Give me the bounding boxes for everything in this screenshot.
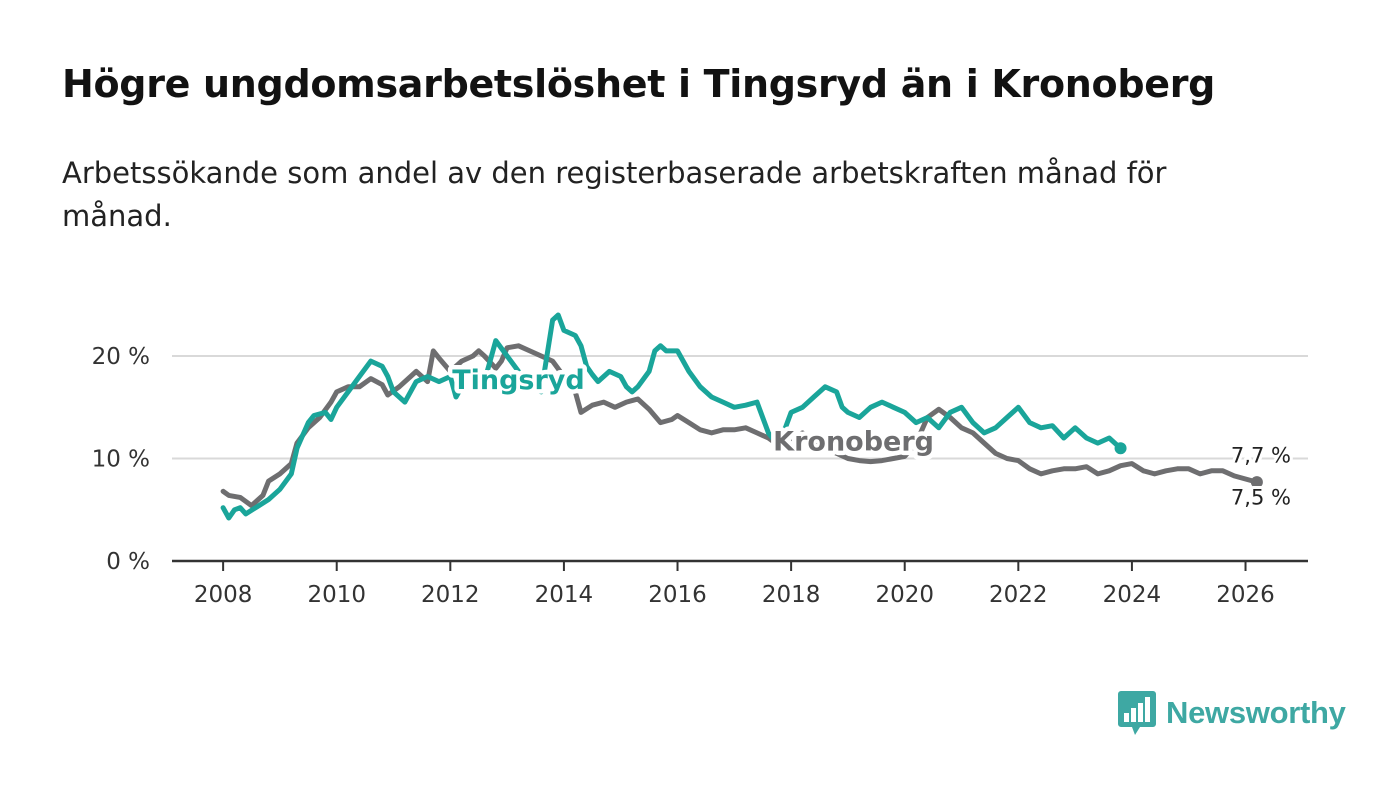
x-tick-label: 2018 <box>762 582 821 608</box>
x-tick-label: 2008 <box>194 582 253 608</box>
end-point-tingsryd <box>1114 442 1127 455</box>
x-tick-label: 2020 <box>875 582 934 608</box>
x-tick-label: 2010 <box>307 582 366 608</box>
x-tick-label: 2014 <box>535 582 594 608</box>
x-tick-label: 2026 <box>1216 582 1275 608</box>
end-label-tingsryd: 7,5 % <box>1231 486 1291 510</box>
series-label-tingsryd: Tingsryd <box>452 365 585 396</box>
bar-chart-icon <box>1118 691 1156 735</box>
chart-title: Högre ungdomsarbetslöshet i Tingsryd än … <box>62 62 1216 106</box>
x-tick-label: 2016 <box>648 582 707 608</box>
x-tick-label: 2012 <box>421 582 480 608</box>
series-line-tingsryd <box>220 312 1124 521</box>
y-tick-label: 0 % <box>106 549 150 575</box>
x-tick-label: 2022 <box>989 582 1048 608</box>
series <box>220 312 1263 521</box>
grid <box>172 355 1308 460</box>
y-tick-label: 10 % <box>92 447 150 473</box>
y-axis: 0 % 10 % 20 % <box>92 344 150 575</box>
series-labels: Kronoberg 7,7 % Tingsryd 7,5 % <box>448 360 1294 512</box>
brand-logo: Newsworthy <box>1118 690 1346 736</box>
series-label-kronoberg: Kronoberg <box>773 426 934 457</box>
series-line-kronoberg <box>220 343 1260 509</box>
end-label-kronoberg: 7,7 % <box>1231 444 1291 468</box>
brand-name: Newsworthy <box>1166 695 1346 730</box>
end-point-kronoberg <box>1250 476 1263 489</box>
x-axis: 2008 2010 2012 2014 2016 2018 2020 2022 2024 2026 <box>172 559 1308 608</box>
y-tick-label: 20 % <box>92 344 150 370</box>
chart-subtitle: Arbetssökande som andel av den registerb… <box>62 156 1167 233</box>
x-tick-label: 2024 <box>1103 582 1162 608</box>
